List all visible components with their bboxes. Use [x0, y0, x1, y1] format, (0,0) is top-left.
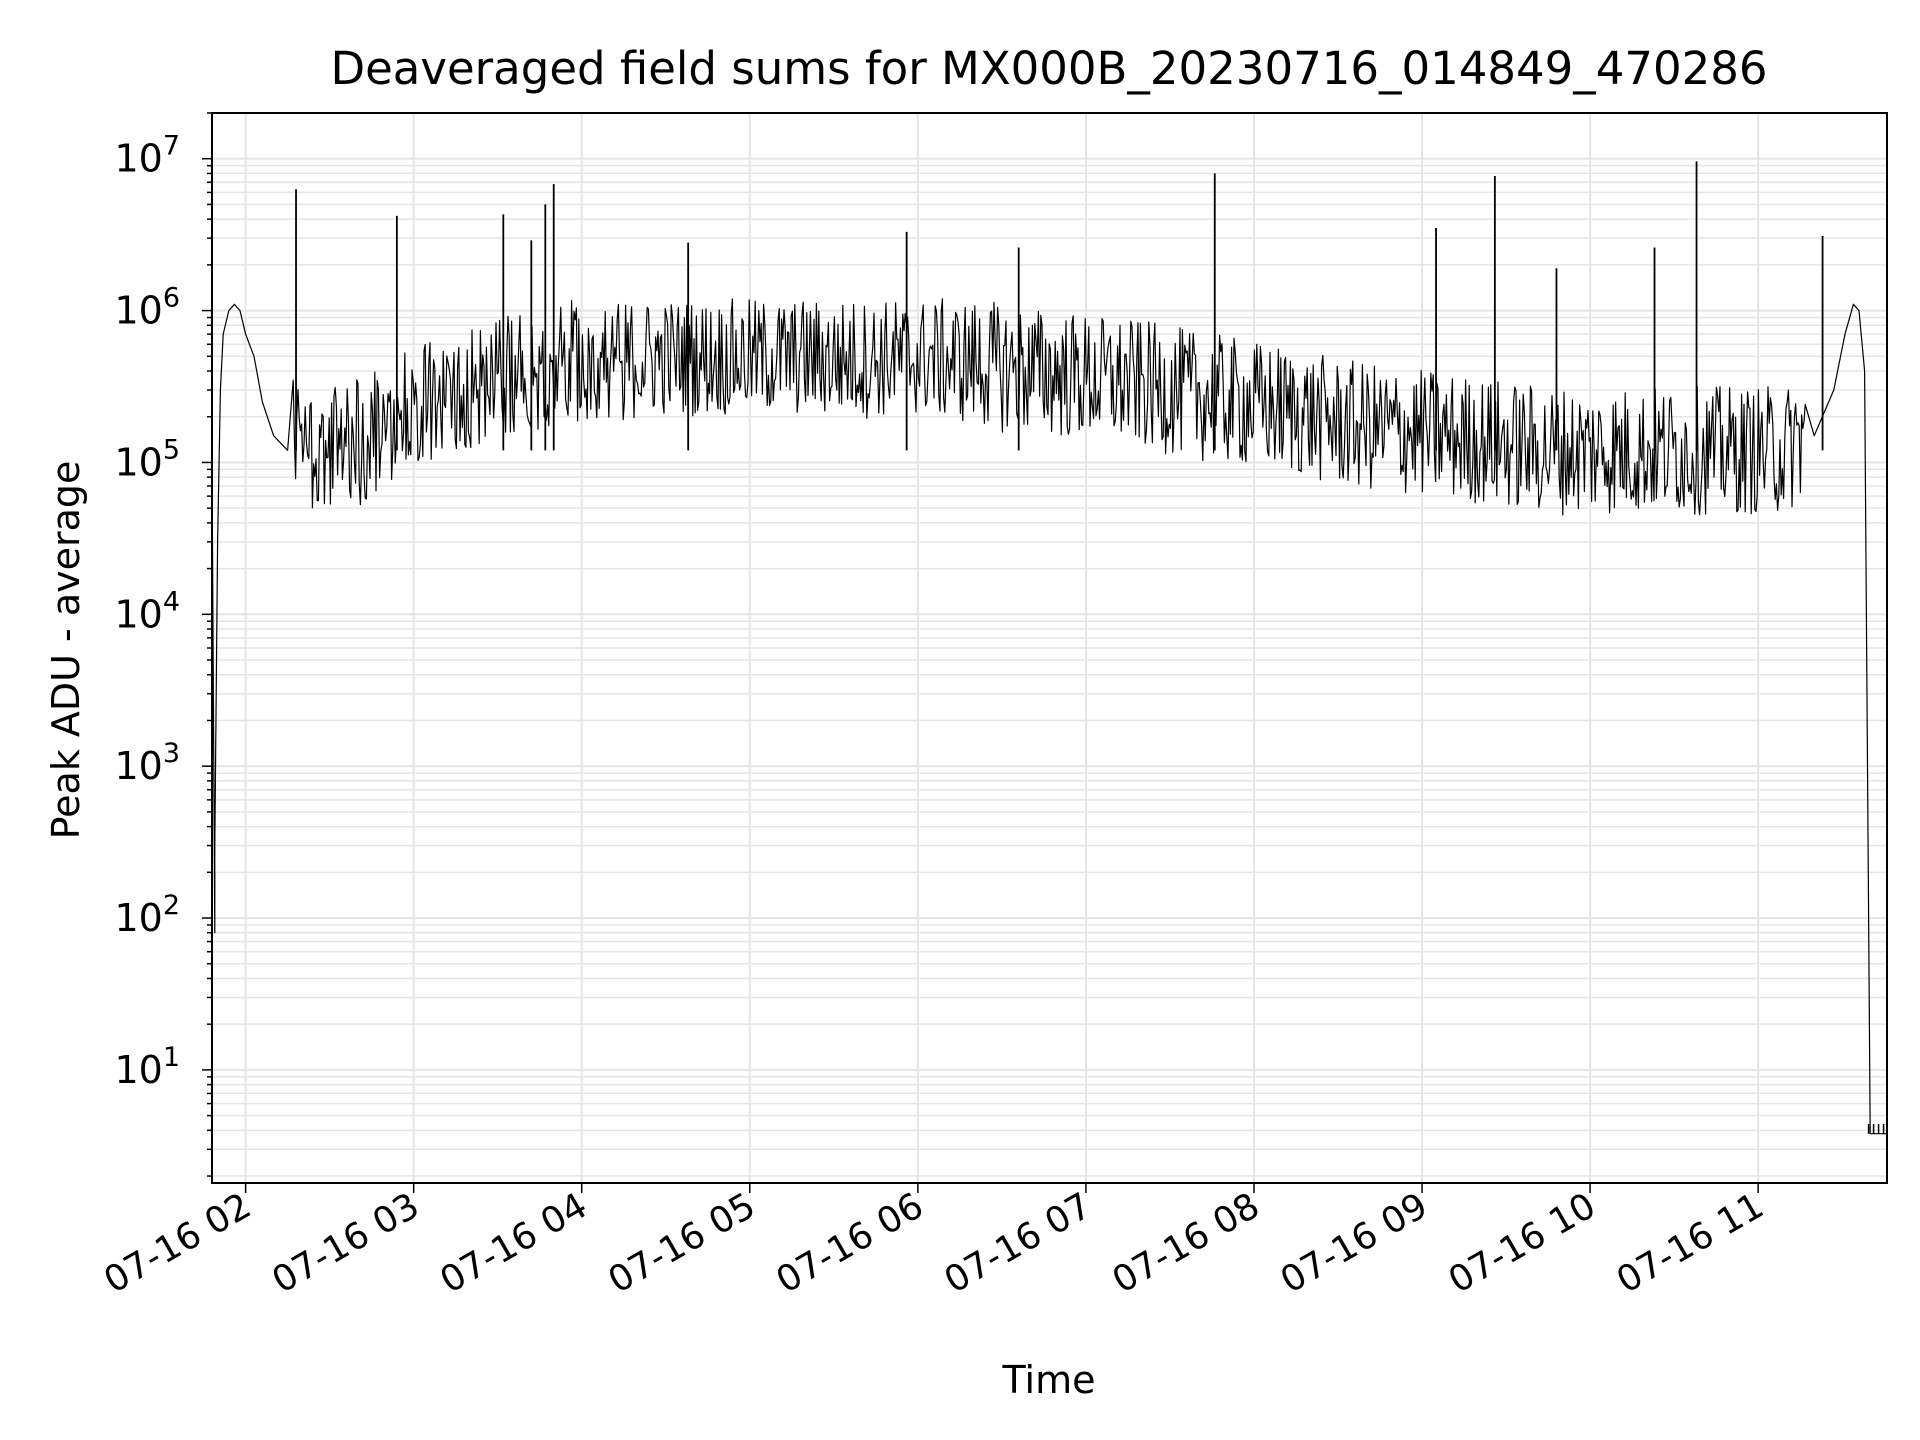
y-tick-label: 102 [114, 890, 180, 940]
y-tick-exponent: 7 [163, 131, 180, 162]
y-tick-exponent: 3 [163, 738, 180, 769]
y-tick-base: 10 [114, 1048, 162, 1092]
y-tick-label: 103 [114, 738, 180, 788]
y-tick-base: 10 [114, 592, 162, 636]
chart-title: Deaveraged field sums for MX000B_2023071… [330, 42, 1767, 95]
grid-lines [212, 112, 1887, 1183]
y-tick-label: 107 [114, 131, 180, 181]
y-tick-label: 104 [114, 586, 180, 636]
y-tick-exponent: 4 [163, 586, 180, 617]
y-tick-label: 101 [114, 1042, 180, 1092]
y-tick-base: 10 [114, 744, 162, 788]
x-axis-label: Time [1002, 1358, 1096, 1402]
y-tick-label: 106 [114, 283, 180, 333]
y-tick-base: 10 [114, 289, 162, 333]
y-tick-base: 10 [114, 137, 162, 181]
y-tick-exponent: 5 [163, 434, 180, 465]
y-tick-base: 10 [114, 896, 162, 940]
y-axis-label: Peak ADU - average [44, 461, 88, 840]
y-tick-exponent: 1 [163, 1042, 180, 1073]
y-tick-exponent: 6 [163, 283, 180, 314]
y-tick-label: 105 [114, 434, 180, 484]
y-tick-base: 10 [114, 440, 162, 484]
y-tick-exponent: 2 [163, 890, 180, 921]
series-line [211, 161, 1887, 1135]
